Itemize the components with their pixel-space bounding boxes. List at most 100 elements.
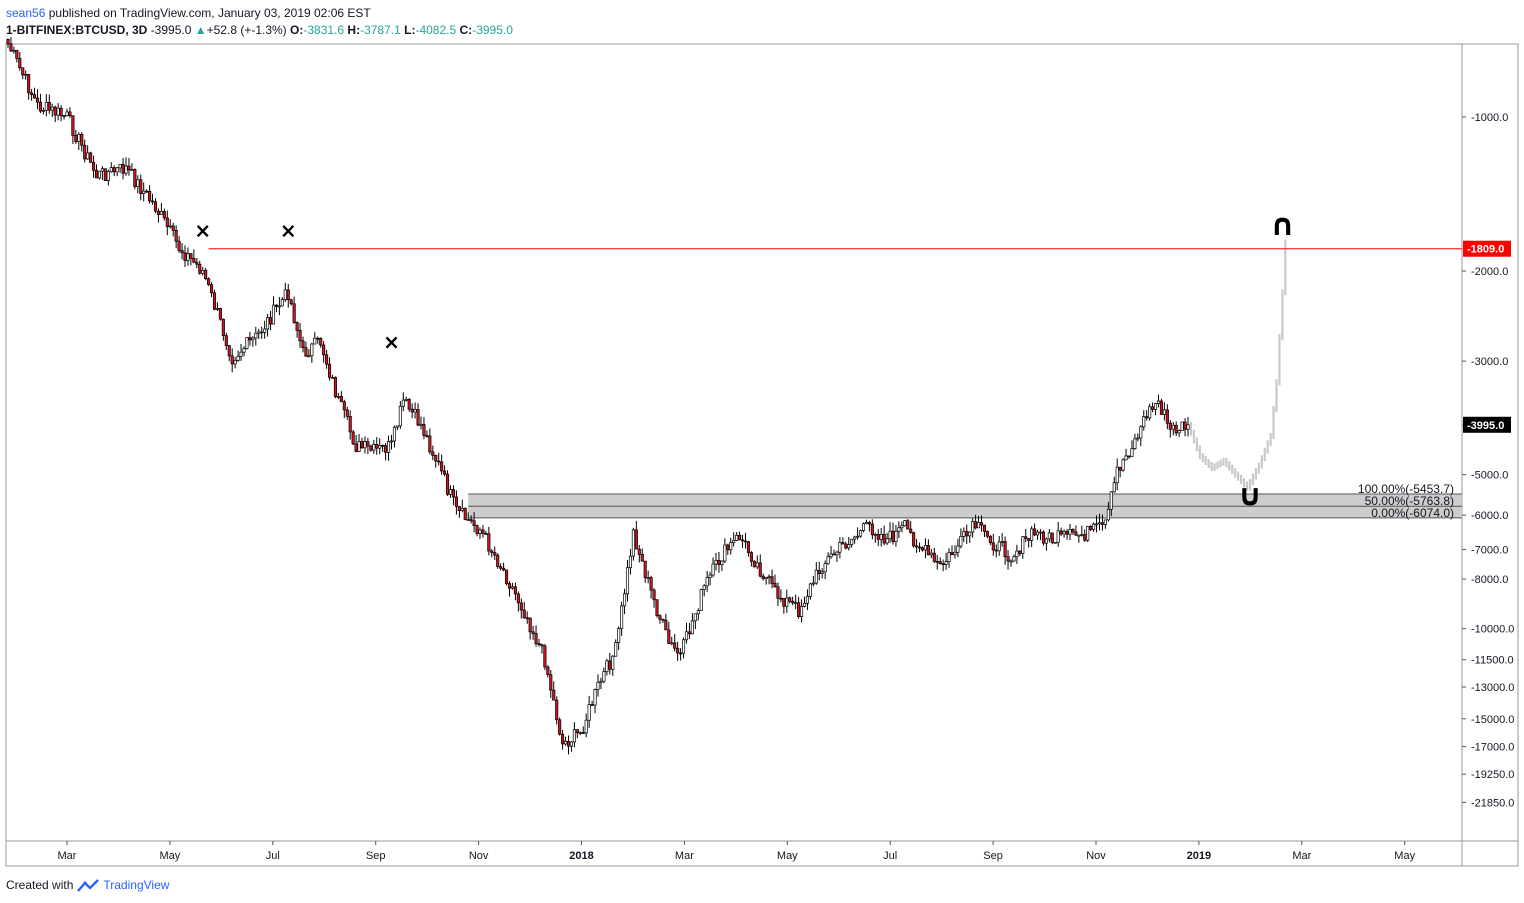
candle-body [118,163,122,169]
candle-body [534,633,538,644]
price-tick-label: -19250.0 [1471,769,1514,781]
candle-body [891,530,895,543]
candle-body [239,351,243,357]
candle-body [378,444,382,449]
candle-body [1094,523,1099,526]
candle-body [145,190,149,193]
time-tick-label: Mar [58,850,77,862]
candle-body [38,101,43,112]
time-tick-label: May [1394,850,1415,862]
candle-body [684,631,689,641]
candle-body [844,543,848,549]
candle-body [271,304,276,325]
candle-body [1044,538,1048,544]
candle-body [906,520,910,530]
candle-body [274,304,279,307]
fib-level-label: 100.00%(-5453.7) [1358,482,1454,496]
candle-body [941,563,945,565]
tradingview-brand-link[interactable]: TradingView [103,878,170,892]
candle-body [726,544,730,551]
candle-body [516,593,520,604]
candle-body [1068,528,1072,535]
candle-body [920,547,925,551]
candle-body [422,423,426,436]
candle-body [1065,531,1069,535]
author-link[interactable]: sean56 [6,6,46,20]
candle-body [596,681,600,690]
candle-body [617,628,621,643]
candle-body [764,576,768,580]
candle-body [959,536,963,547]
candle-body [1162,409,1166,415]
candle-body [634,529,638,550]
candle-body [1071,528,1075,533]
candle-body [1003,541,1007,558]
candle-body [322,344,326,356]
candle-body [897,527,901,532]
candle-body [357,441,361,452]
candle-body [360,441,364,449]
candle-body [1092,523,1096,530]
candle-body [944,561,948,565]
time-tick-label: Sep [366,850,386,862]
candle-body [681,639,686,654]
candle-body [900,525,904,529]
candle-body [1059,530,1063,535]
candle-body [286,289,290,301]
time-tick-label: Jul [266,850,280,862]
price-tick-label: -6000.0 [1471,510,1508,522]
candle-body [192,258,196,263]
candle-body [717,559,721,565]
candle-body [965,531,969,537]
candle-body [124,165,128,174]
candle-body [962,531,966,537]
candle-body [292,303,296,323]
candle-body [926,545,930,556]
candle-body [738,534,742,541]
created-with-text: Created with [6,878,74,892]
candle-body [1024,536,1028,539]
candle-body [519,602,523,611]
candle-body [770,576,774,584]
price-tick-label: -21850.0 [1471,797,1514,809]
candle-body [752,560,756,568]
candle-body [655,599,659,617]
candle-body [53,106,57,116]
candle-body [416,409,420,426]
x-marker: × [383,330,400,354]
resistance-price-tag [1463,240,1511,257]
candle-body [325,354,329,365]
candle-body [207,278,211,285]
candle-body [475,525,479,534]
candle-body [484,533,488,535]
candle-body [620,605,624,629]
candle-body [431,451,435,456]
candle-body [1074,531,1078,536]
candle-body [696,610,700,615]
candle-body [879,533,883,540]
x-marker: × [194,219,211,243]
candle-body [1153,403,1158,410]
candle-body [1077,534,1081,537]
candle-body [251,337,255,341]
candle-body [566,740,571,747]
candle-body [221,318,225,336]
candle-body [280,299,284,307]
candle-body [873,534,877,536]
price-tick-label: -1000.0 [1471,112,1508,124]
chart-frame [5,43,1519,867]
candle-body [543,645,547,668]
candle-body [1027,538,1031,541]
candle-body [732,540,736,543]
candle-body [133,169,137,187]
candle-body [1006,556,1010,562]
candle-body [938,561,942,564]
open-value: -3831.6 [303,23,345,37]
candle-body [387,440,391,453]
candle-body [705,577,709,587]
candle-body [156,210,161,215]
candle-body [510,586,515,589]
candle-body [853,536,857,540]
candle-body [463,508,467,521]
